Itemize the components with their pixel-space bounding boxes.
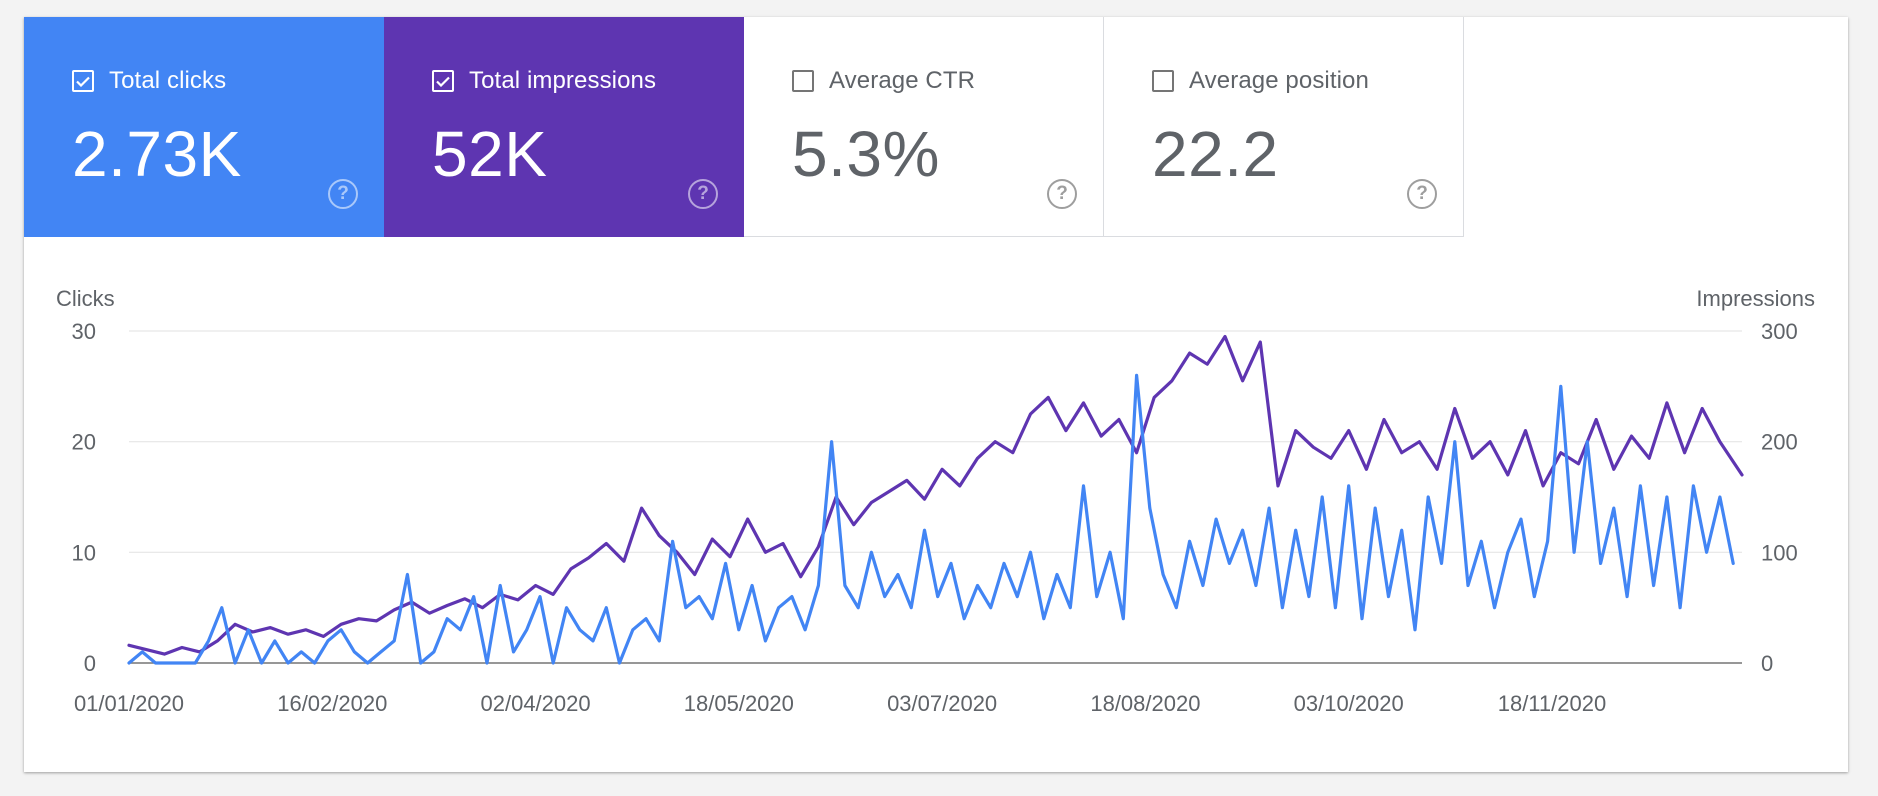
right-axis-title: Impressions — [1696, 286, 1815, 311]
right-tick-label: 0 — [1761, 651, 1773, 676]
left-tick-label: 10 — [72, 540, 96, 565]
checkbox-checked-icon[interactable] — [432, 70, 454, 92]
help-icon[interactable]: ? — [688, 179, 718, 209]
right-tick-label: 300 — [1761, 319, 1798, 344]
metric-label-row: Average CTR — [792, 65, 975, 97]
x-tick-label: 18/08/2020 — [1090, 691, 1200, 716]
metric-value: 52K — [432, 118, 548, 190]
metric-label: Average position — [1189, 67, 1369, 94]
chart-series — [127, 334, 1744, 665]
checkbox-unchecked-icon[interactable] — [792, 70, 814, 92]
x-tick-label: 16/02/2020 — [277, 691, 387, 716]
metric-value: 22.2 — [1152, 118, 1279, 190]
metric-value: 2.73K — [72, 118, 242, 190]
metric-label-row: Average position — [1152, 65, 1369, 97]
x-tick-label: 18/11/2020 — [1498, 691, 1606, 716]
metric-label-row: Total clicks — [72, 65, 226, 97]
left-tick-label: 20 — [72, 430, 96, 455]
series-line-total-impressions — [127, 334, 1744, 656]
help-icon[interactable]: ? — [328, 179, 358, 209]
right-axis-ticks: 0 100 200 300 — [1761, 319, 1798, 676]
metric-label: Total clicks — [109, 67, 227, 94]
left-axis-ticks: 0 10 20 30 — [72, 319, 96, 676]
help-icon[interactable]: ? — [1047, 179, 1077, 209]
metric-cards: Total clicks 2.73K ? Total impressions 5… — [24, 17, 1464, 237]
metric-value: 5.3% — [792, 118, 940, 190]
left-tick-label: 0 — [84, 651, 96, 676]
x-tick-label: 01/01/2020 — [74, 691, 184, 716]
metric-card-total-impressions[interactable]: Total impressions 52K ? — [384, 17, 744, 237]
x-tick-label: 18/05/2020 — [684, 691, 794, 716]
performance-chart: Clicks Impressions 0 10 20 30 0 100 200 300 01… — [56, 286, 1815, 716]
metric-card-average-position[interactable]: Average position 22.2 ? — [1104, 17, 1464, 237]
x-axis-ticks: 01/01/2020 16/02/2020 02/04/2020 18/05/2020… — [74, 691, 1606, 716]
metric-card-average-ctr[interactable]: Average CTR 5.3% ? — [744, 17, 1104, 237]
x-tick-label: 02/04/2020 — [481, 691, 591, 716]
metric-card-total-clicks[interactable]: Total clicks 2.73K ? — [24, 17, 384, 237]
right-tick-label: 100 — [1761, 540, 1798, 565]
metric-label: Average CTR — [829, 67, 976, 94]
checkbox-unchecked-icon[interactable] — [1152, 70, 1174, 92]
metric-label-row: Total impressions — [432, 65, 656, 97]
metric-label: Total impressions — [469, 67, 657, 94]
right-tick-label: 200 — [1761, 430, 1798, 455]
left-tick-label: 30 — [72, 319, 96, 344]
performance-panel: Total clicks 2.73K ? Total impressions 5… — [24, 17, 1848, 772]
chart-grid — [129, 330, 1742, 664]
series-line-total-clicks — [127, 373, 1735, 665]
help-icon[interactable]: ? — [1407, 179, 1437, 209]
checkbox-checked-icon[interactable] — [72, 70, 94, 92]
left-axis-title: Clicks — [56, 286, 115, 311]
x-tick-label: 03/10/2020 — [1294, 691, 1404, 716]
x-tick-label: 03/07/2020 — [887, 691, 997, 716]
